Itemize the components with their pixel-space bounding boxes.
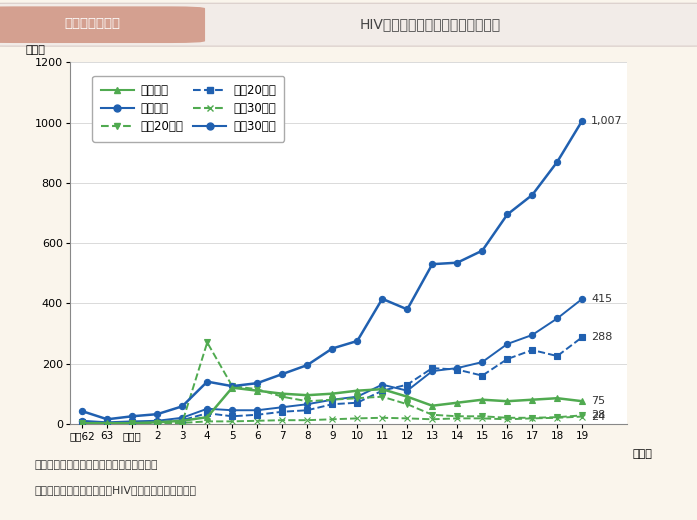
Text: 第１－６－４図: 第１－６－４図 xyxy=(64,17,121,30)
Text: （年）: （年） xyxy=(633,449,653,459)
Text: （備考）　１．厚生労働省資料より作成。: （備考） １．厚生労働省資料より作成。 xyxy=(35,460,158,470)
Text: 24: 24 xyxy=(591,411,605,422)
FancyBboxPatch shape xyxy=(0,6,205,43)
Text: ２．各年の新規HIV感染者報告数である。: ２．各年の新規HIV感染者報告数である。 xyxy=(35,485,197,495)
Text: HIV感染者の推移（性別・年代別）: HIV感染者の推移（性別・年代別） xyxy=(360,17,501,31)
Legend: 女性総数, 男性総数, 女性20歳代, 男性20歳代, 女性30歳代, 男性30歳代: 女性総数, 男性総数, 女性20歳代, 男性20歳代, 女性30歳代, 男性30… xyxy=(92,75,284,141)
Text: 1,007: 1,007 xyxy=(591,115,622,125)
Text: 28: 28 xyxy=(591,410,605,420)
Text: 75: 75 xyxy=(591,396,605,406)
Text: 288: 288 xyxy=(591,332,613,342)
Text: 415: 415 xyxy=(591,294,612,304)
FancyBboxPatch shape xyxy=(0,3,697,46)
Text: （人）: （人） xyxy=(25,45,45,55)
